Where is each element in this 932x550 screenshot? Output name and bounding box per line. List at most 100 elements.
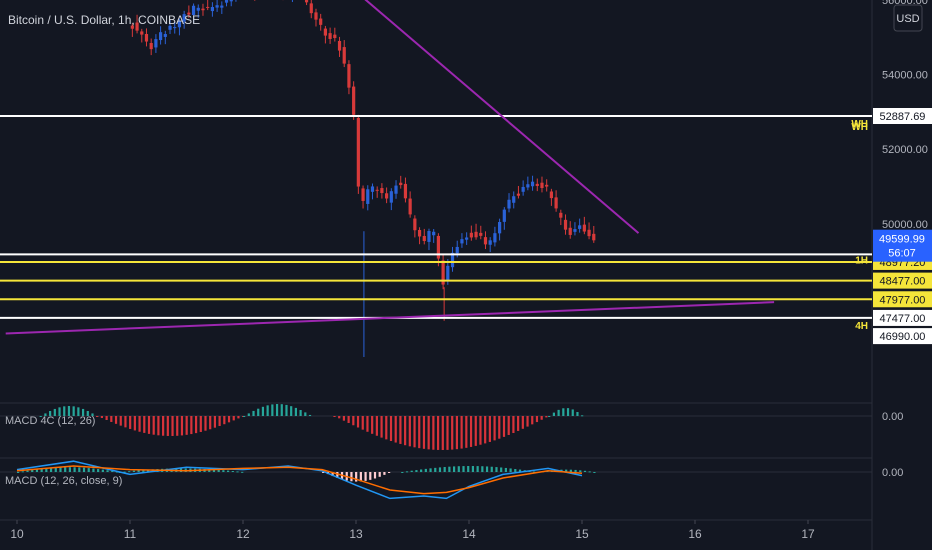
macd-4c-bar	[266, 405, 269, 416]
macd-histogram-bar	[467, 466, 470, 472]
macd-4c-bar	[531, 416, 534, 425]
currency-badge[interactable]	[893, 4, 923, 32]
macd-histogram-bar	[331, 472, 334, 477]
macd-histogram-bar	[504, 467, 507, 472]
macd-histogram-bar	[593, 472, 596, 473]
macd-4c-bar	[571, 409, 574, 416]
candle-body	[309, 3, 313, 14]
macd-4c-bar	[502, 416, 506, 437]
macd-histogram-bar	[378, 472, 381, 477]
macd-4c-bar	[114, 416, 118, 424]
macd-4c-bar	[498, 416, 501, 439]
price-level-label: 48477.00	[880, 276, 926, 288]
y-tick-label: 50000.00	[882, 219, 928, 231]
macd-4c-bar	[280, 404, 283, 416]
candle-body	[573, 229, 577, 232]
macd-4c-bar	[333, 416, 336, 417]
price-level-label-bg	[873, 108, 932, 124]
macd-4c-bar	[53, 408, 56, 416]
macd-4c-bar	[223, 416, 226, 425]
current-price-label: 49599.99	[879, 234, 925, 246]
macd-histogram-bar	[231, 470, 234, 472]
macd-histogram-bar	[64, 467, 67, 472]
price-level-label-bg	[873, 309, 932, 326]
macd-4c-bar	[517, 416, 520, 431]
macd-4c-bar	[180, 416, 184, 436]
candle-body	[516, 193, 521, 196]
macd-4c-bar	[58, 407, 61, 416]
candle-body	[498, 222, 502, 234]
candle-body	[441, 260, 445, 285]
macd-4c-bar	[361, 416, 364, 430]
macd-4c-bar	[275, 404, 279, 416]
macd-histogram-bar	[565, 469, 568, 472]
candle-body	[196, 7, 200, 11]
macd-histogram-bar	[588, 471, 591, 473]
candle-body	[389, 191, 393, 203]
macd-histogram-bar	[350, 472, 353, 482]
x-tick-label: 12	[236, 527, 250, 541]
macd-histogram-bar	[137, 470, 140, 472]
macd-4c-bar	[67, 406, 71, 416]
price-level-tag: WH	[851, 119, 868, 130]
macd-4c-bar	[49, 411, 52, 416]
candle-body	[422, 235, 426, 242]
candle-body	[460, 239, 464, 244]
macd-histogram-bar	[457, 466, 460, 472]
macd-4c-bar	[237, 416, 240, 419]
candle-body	[333, 34, 337, 39]
signal-line	[16, 465, 583, 495]
candle-body	[140, 31, 144, 35]
candle-body	[323, 28, 327, 36]
macd-histogram-bar	[123, 471, 126, 473]
macd-4c-bar	[96, 416, 99, 417]
y-tick-label: 52000.00	[882, 144, 928, 156]
macd-4c-bar	[512, 416, 515, 433]
macd-histogram-bar	[388, 472, 391, 473]
macd-histogram-bar	[369, 472, 372, 480]
macd-4c-bar	[557, 409, 560, 416]
macd-histogram-bar	[452, 466, 456, 472]
price-level-tag: 4H	[855, 321, 868, 332]
candle-body	[559, 212, 563, 218]
macd-histogram-bar	[226, 470, 230, 472]
macd-4c-bar	[479, 416, 482, 445]
macd-histogram-bar	[462, 466, 465, 472]
candle-body	[304, 0, 309, 3]
candle-body	[361, 188, 365, 201]
candle-body	[399, 182, 403, 186]
macd-histogram-bar	[410, 470, 413, 472]
macd-zero-label: 0.00	[882, 467, 903, 479]
candle-body	[483, 237, 488, 245]
candle-body	[177, 21, 182, 28]
candle-body	[436, 235, 440, 259]
macd-4c-bar	[474, 416, 477, 446]
macd-histogram-bar	[97, 469, 100, 472]
macd-4c-bar	[427, 416, 430, 450]
macd-histogram-bar	[21, 471, 24, 473]
macd-4c-bar	[147, 416, 151, 434]
macd-4c-bar	[338, 416, 341, 419]
macd-histogram-bar	[415, 470, 418, 472]
macd-histogram-bar	[401, 472, 404, 473]
macd-4c-bar	[356, 416, 360, 428]
macd-4c-bar	[308, 414, 312, 416]
macd-4c-bar	[413, 416, 416, 448]
price-level-label-bg	[873, 291, 932, 308]
macd-histogram-bar	[92, 468, 95, 472]
macd-4c-bar	[157, 416, 160, 436]
macd-histogram-bar	[583, 470, 587, 472]
macd-4c-bar	[535, 416, 539, 423]
candle-body	[521, 186, 525, 192]
macd-histogram-bar	[500, 467, 503, 472]
macd-4c-bar	[446, 416, 449, 450]
macd-pane: 0.00	[0, 460, 903, 500]
macd-histogram-bar	[222, 470, 225, 472]
y-tick-label: 54000.00	[882, 69, 928, 81]
candle-body	[455, 246, 459, 254]
countdown-label: 56:07	[888, 248, 916, 260]
macd-4c-bar	[385, 416, 388, 440]
macd-4c-bar	[366, 416, 369, 432]
candle-body	[568, 227, 572, 235]
